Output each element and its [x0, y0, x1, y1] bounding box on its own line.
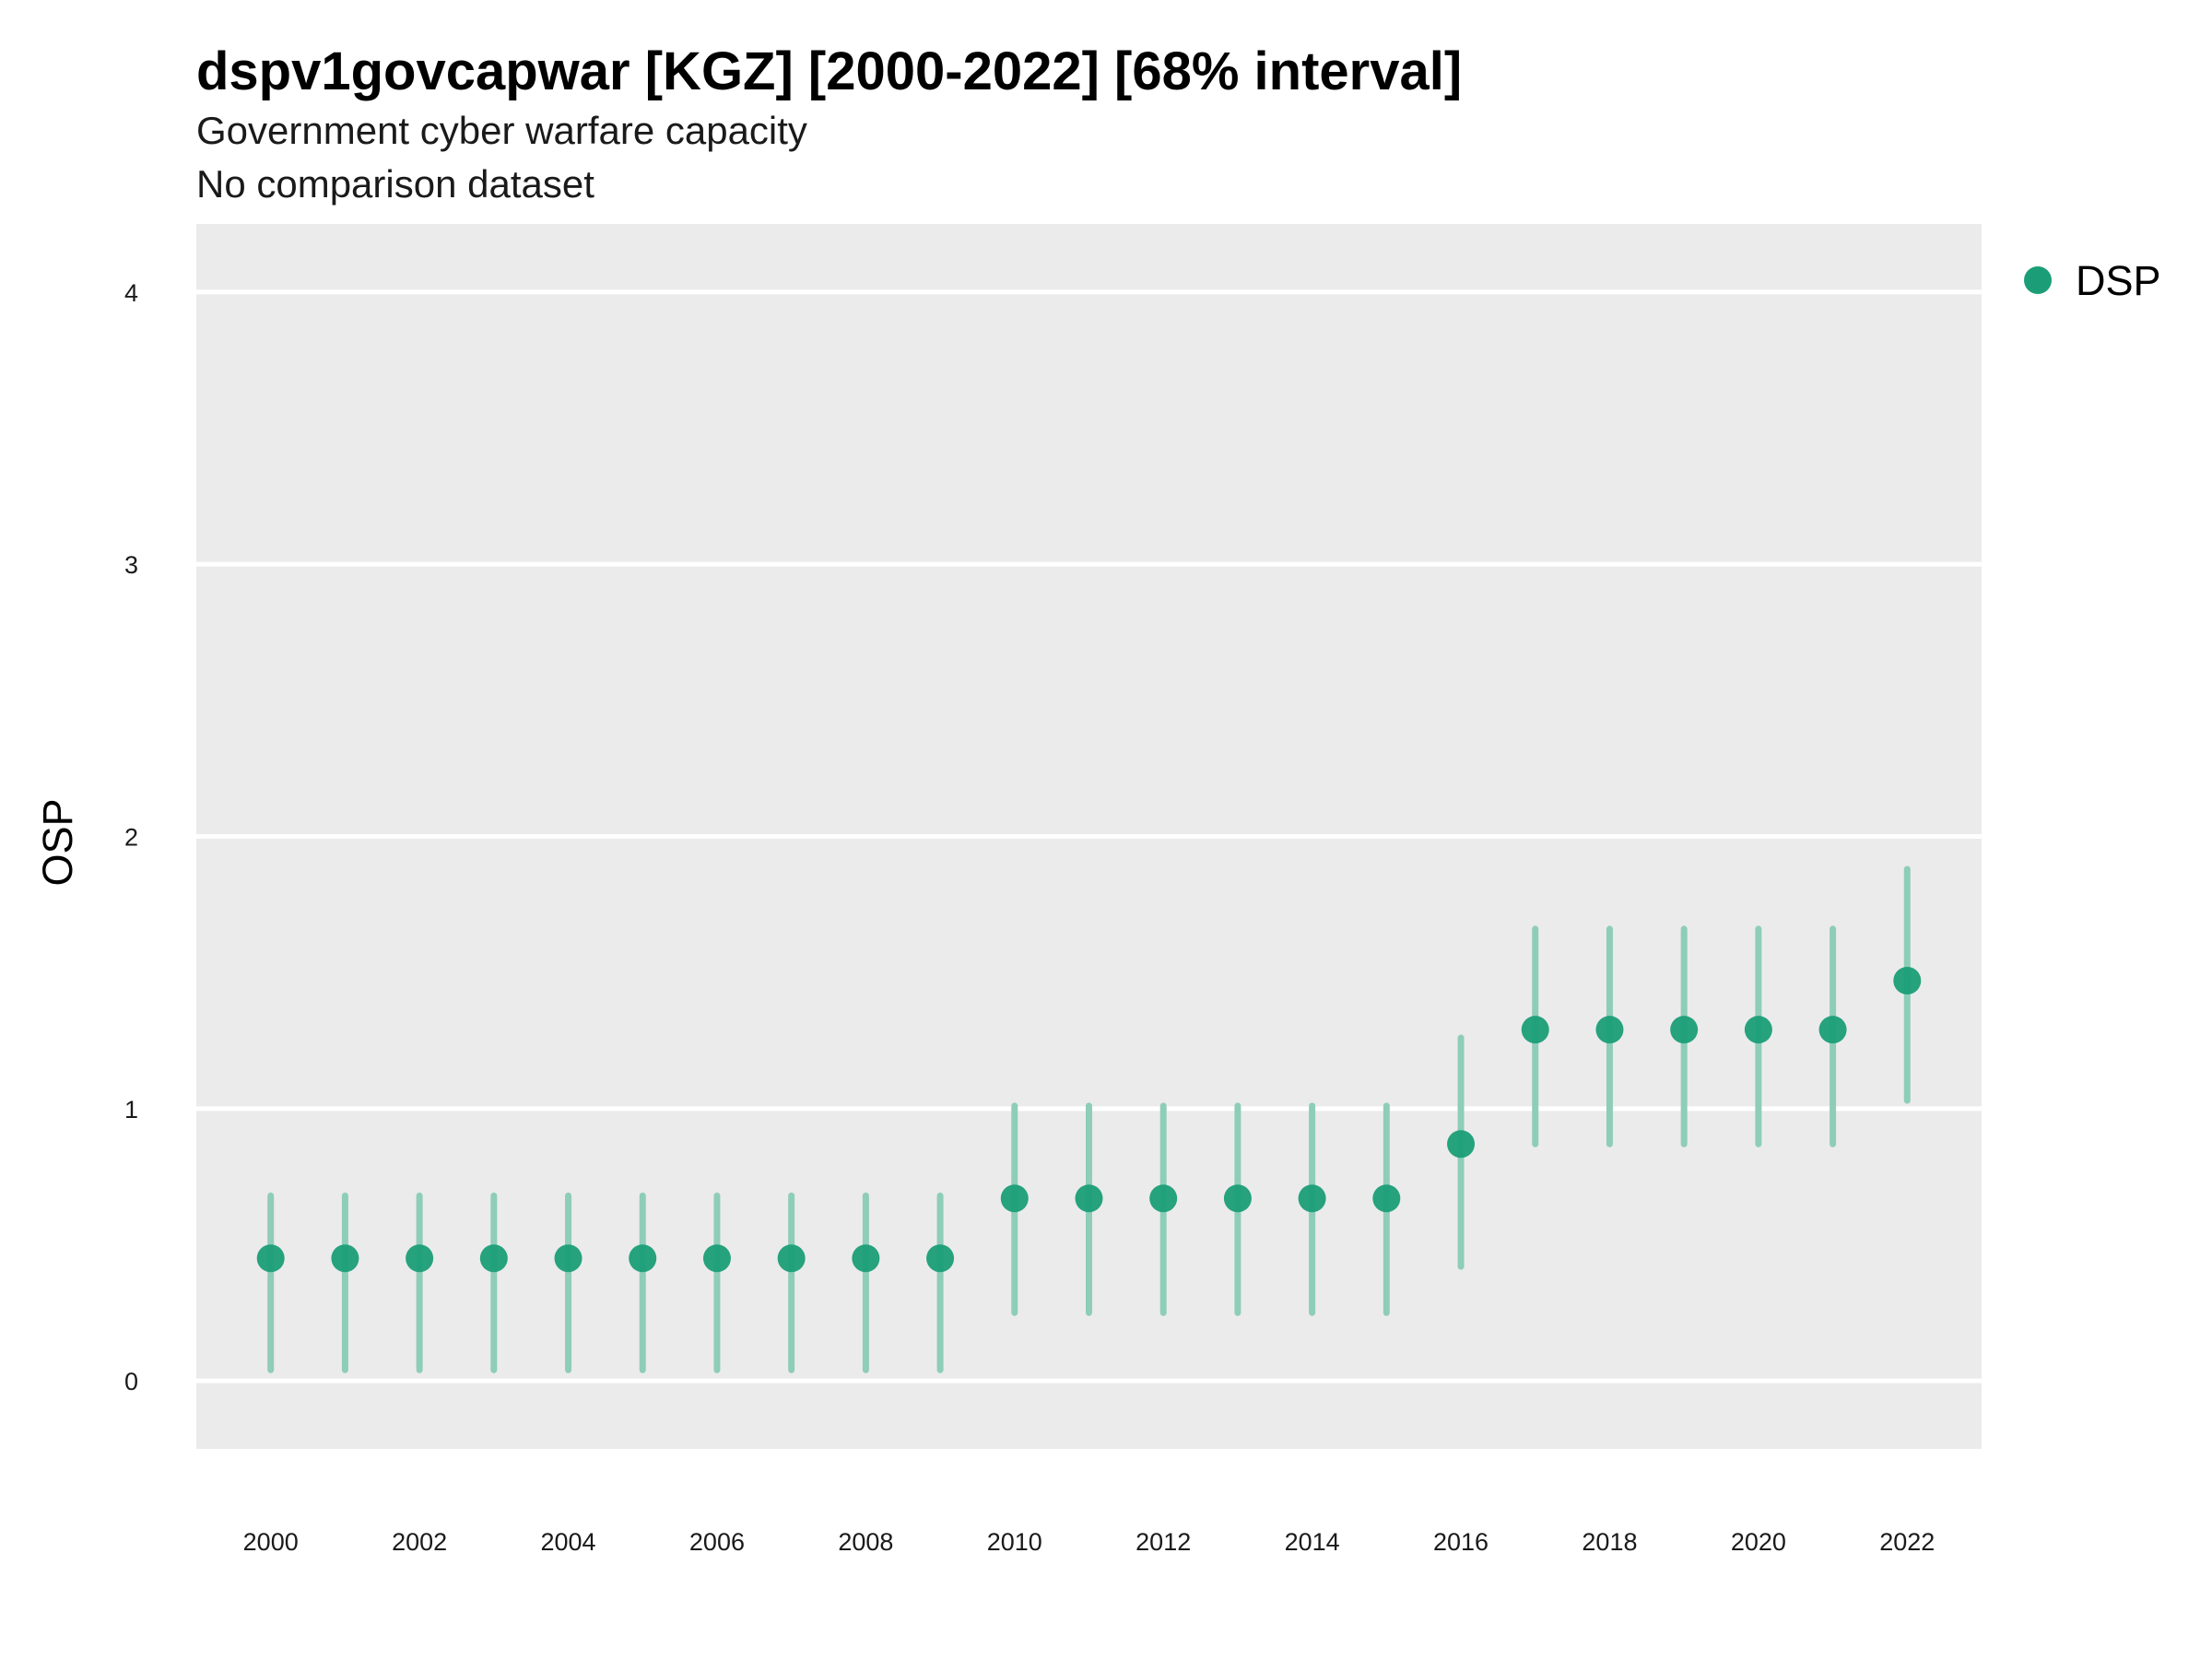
- x-tick-label: 2022: [1879, 1528, 1935, 1556]
- y-axis-label: OSP: [34, 798, 81, 886]
- data-point: [852, 1244, 880, 1273]
- data-point: [1670, 1016, 1699, 1044]
- x-tick-label: 2012: [1135, 1528, 1191, 1556]
- x-tick-label: 2004: [541, 1528, 596, 1556]
- data-point: [1372, 1184, 1401, 1213]
- data-point: [1818, 1016, 1847, 1044]
- x-tick-label: 2010: [987, 1528, 1042, 1556]
- data-point: [1298, 1184, 1326, 1213]
- x-tick-label: 2016: [1433, 1528, 1488, 1556]
- data-point: [256, 1244, 285, 1273]
- data-point: [1521, 1016, 1549, 1044]
- chart-subtitle-2: No comparison dataset: [196, 162, 594, 206]
- data-point: [1000, 1184, 1029, 1213]
- data-point: [1893, 967, 1922, 995]
- x-axis-ticks: 2000 2002 2004 2006 2008 2010 2012 2014 2016 2018…: [243, 1528, 1936, 1556]
- y-tick-label: 2: [124, 824, 138, 852]
- x-tick-label: 2018: [1582, 1528, 1637, 1556]
- x-tick-label: 2002: [392, 1528, 447, 1556]
- data-points: [256, 967, 1922, 1273]
- y-tick-label: 4: [124, 279, 138, 307]
- chart-title: dspv1govcapwar [KGZ] [2000-2022] [68% in…: [196, 41, 1462, 101]
- legend-label-dsp: DSP: [2076, 257, 2161, 304]
- data-point: [554, 1244, 582, 1273]
- data-point: [1149, 1184, 1178, 1213]
- x-tick-label: 2008: [838, 1528, 893, 1556]
- y-tick-label: 3: [124, 551, 138, 579]
- data-point: [479, 1244, 508, 1273]
- data-point: [926, 1244, 955, 1273]
- x-tick-label: 2006: [689, 1528, 745, 1556]
- x-tick-label: 2014: [1285, 1528, 1340, 1556]
- y-tick-label: 0: [124, 1368, 138, 1395]
- y-tick-label: 1: [124, 1096, 138, 1124]
- y-axis-ticks: 0 1 2 3 4: [124, 279, 138, 1395]
- data-point: [1223, 1184, 1252, 1213]
- x-tick-label: 2000: [243, 1528, 299, 1556]
- data-point: [1075, 1184, 1103, 1213]
- legend: DSP: [2024, 257, 2161, 304]
- data-point: [1744, 1016, 1772, 1044]
- legend-marker-dsp: [2024, 266, 2052, 294]
- data-point: [406, 1244, 434, 1273]
- data-point: [702, 1244, 731, 1273]
- data-point: [331, 1244, 359, 1273]
- data-point: [1447, 1130, 1476, 1159]
- data-point: [777, 1244, 806, 1273]
- data-point: [629, 1244, 657, 1273]
- data-point: [1595, 1016, 1624, 1044]
- x-tick-label: 2020: [1731, 1528, 1786, 1556]
- chart-subtitle: Government cyber warfare capacity: [196, 109, 807, 152]
